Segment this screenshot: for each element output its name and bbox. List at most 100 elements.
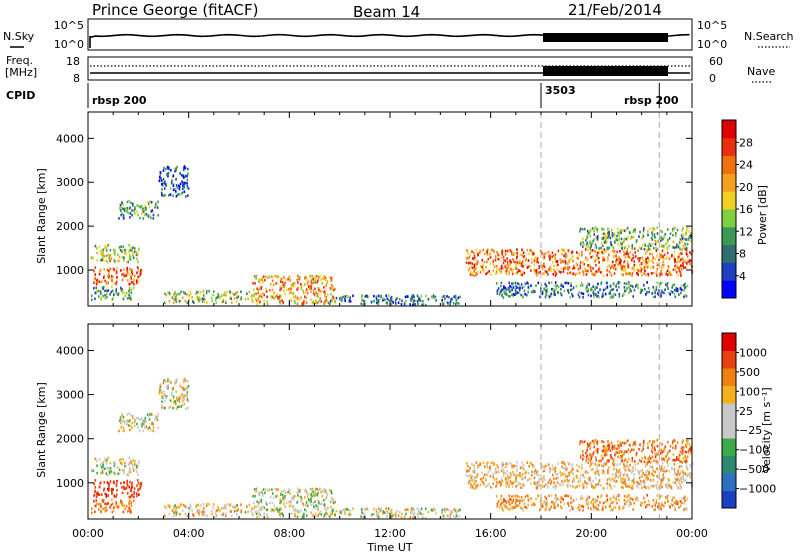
velocity-scatter-cell [161,395,163,398]
power-scatter-cell [325,278,327,281]
power-scatter-cell [678,266,681,269]
power-scatter-cell [607,235,610,238]
power-scatter-cell [611,234,614,237]
velocity-scatter-cell [123,469,125,472]
velocity-scatter-cell [473,482,475,486]
power-scatter-cell [163,187,166,190]
velocity-scatter-cell [655,499,658,502]
power-scatter-cell [644,287,646,291]
velocity-scatter-cell [343,508,345,511]
velocity-scatter-cell [164,406,166,410]
velocity-scatter-cell [127,473,129,477]
velocity-scatter-cell [506,462,509,465]
power-scatter-cell [602,274,605,277]
velocity-scatter-cell [564,465,567,469]
velocity-scatter-cell [560,483,562,487]
velocity-scatter-cell [568,473,571,477]
power-scatter-cell [633,235,635,239]
velocity-scatter-cell [420,507,423,511]
velocity-scatter-cell [123,461,126,465]
velocity-scatter-cell [602,507,604,511]
velocity-scatter-cell [105,505,108,509]
power-scatter-cell [526,248,529,252]
power-scatter-cell [600,241,603,245]
power-scatter-cell [670,272,673,276]
velocity-scatter-cell [625,450,628,453]
power-scatter-cell [631,258,633,262]
power-scatter-cell [302,291,305,295]
velocity-scatter-cell [370,513,373,517]
power-scatter-cell [594,249,596,253]
velocity-scatter-cell [473,464,475,467]
power-scatter-cell [681,237,684,240]
velocity-scatter-cell [660,485,663,488]
power-scatter-cell [129,206,131,210]
velocity-scatter-cell [96,491,99,494]
power-scatter-cell [666,273,669,277]
power-scatter-cell [601,227,603,231]
velocity-scatter-cell [137,465,139,469]
velocity-scatter-cell [660,478,662,482]
velocity-scatter-cell [121,486,123,489]
velocity-scatter-cell [522,508,524,512]
velocity-scatter-cell [595,482,598,486]
velocity-scatter-cell [442,507,445,511]
power-scatter-cell [648,290,650,294]
power-scatter-cell [505,292,507,295]
power-scatter-cell [278,299,281,302]
power-scatter-cell [574,273,577,277]
velocity-scatter-cell [541,480,544,483]
velocity-scatter-cell [137,426,139,429]
power-scatter-cell [593,233,596,236]
power-scatter-cell [334,300,336,304]
power-scatter-cell [511,252,513,256]
velocity-scatter-cell [611,477,613,481]
power-scatter-cell [515,256,518,260]
power-scatter-cell [553,268,555,272]
power-scatter-cell [277,296,279,299]
power-scatter-cell [667,238,669,242]
power-scatter-cell [625,252,627,256]
velocity-scatter-cell [473,467,476,471]
velocity-scatter-cell [434,508,437,512]
velocity-scatter-cell [560,506,563,510]
velocity-scatter-cell [344,512,347,516]
velocity-scatter-cell [92,469,95,473]
power-scatter-cell [366,295,369,299]
power-scatter-cell [257,291,259,295]
velocity-scatter-cell [592,485,595,489]
velocity-scatter-cell [455,514,458,518]
velocity-scatter-cell [511,465,513,469]
power-scatter-cell [183,186,185,189]
nsearch-tick-top: 10^5 [697,19,727,32]
velocity-scatter-cell [672,453,675,456]
power-scatter-cell [512,268,514,272]
velocity-scatter-cell [675,483,678,487]
power-scatter-cell [448,295,450,299]
power-scatter-cell [645,293,647,296]
velocity-scatter-cell [115,493,118,497]
velocity-scatter-cell [607,469,609,472]
power-scatter-cell [685,231,687,235]
power-scatter-cell [623,238,625,242]
velocity-scatter-cell [412,507,414,510]
power-scatter-cell [184,299,186,303]
power-scatter-cell [340,297,343,301]
power-scatter-cell [505,266,507,269]
power-scatter-cell [660,256,662,259]
power-scatter-cell [495,282,498,285]
velocity-scatter-cell [298,510,300,514]
velocity-scatter-cell [468,479,471,483]
power-scatter-cell [473,274,475,277]
power-scatter-cell [655,288,658,292]
power-scatter-cell [579,284,582,287]
velocity-scatter-cell [301,497,303,501]
power-scatter-cell [599,247,601,250]
power-scatter-cell [403,302,406,305]
power-scatter-cell [468,256,471,259]
power-scatter-cell [589,266,592,269]
velocity-scatter-cell [387,507,390,510]
velocity-scatter-cell [634,498,637,501]
velocity-scatter-cell [584,460,587,464]
